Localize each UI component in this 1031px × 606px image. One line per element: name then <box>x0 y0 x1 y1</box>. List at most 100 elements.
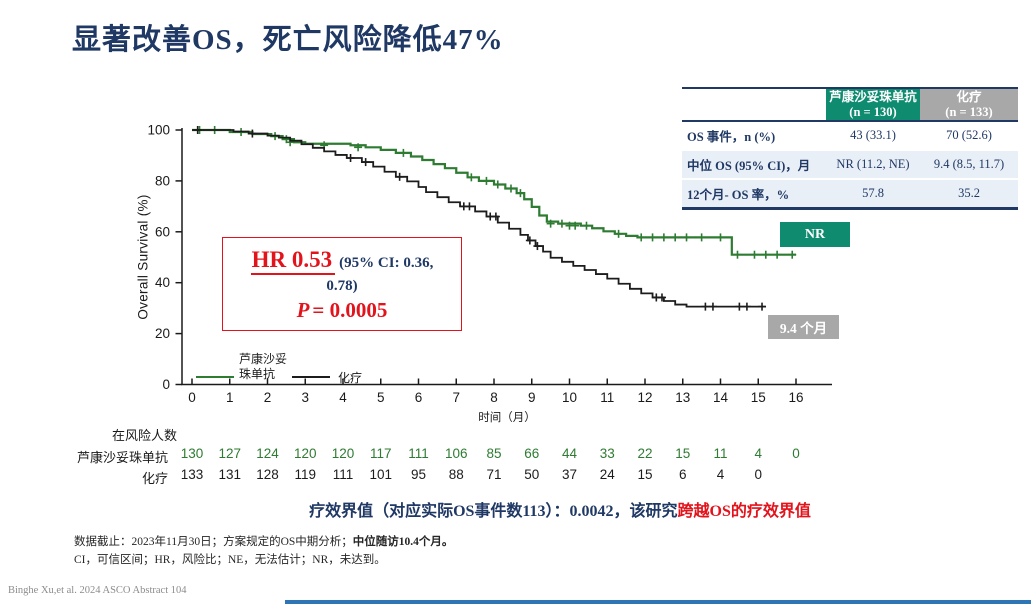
header-sg-name: 芦康沙妥珠单抗 <box>829 90 917 105</box>
x-tick-label: 12 <box>637 390 652 405</box>
at-risk-value: 127 <box>218 446 242 461</box>
citation: Binghe Xu,et al. 2024 ASCO Abstract 104 <box>8 585 187 596</box>
at-risk-value: 130 <box>180 446 204 461</box>
hr-value: HR 0.53 <box>250 247 336 275</box>
y-tick-label: 40 <box>155 275 170 290</box>
header-chemo-n: (n = 133) <box>945 104 993 119</box>
row-label: 中位 OS (95% CI)，月 <box>687 159 811 173</box>
x-tick-label: 4 <box>339 390 347 405</box>
table-row: 中位 OS (95% CI)，月 NR (11.2, NE) 9.4 (8.5,… <box>682 149 1018 178</box>
at-risk-value: 117 <box>369 446 392 461</box>
at-risk-value: 120 <box>331 446 355 461</box>
at-risk-value: 44 <box>561 446 578 461</box>
at-risk-value: 124 <box>256 446 279 461</box>
header-chemo: 化疗 (n = 133) <box>920 89 1018 120</box>
x-tick-label: 7 <box>452 390 460 405</box>
x-tick-label: 3 <box>301 390 309 405</box>
hr-ci-part2: 0.78) <box>326 278 358 294</box>
header-sg-n: (n = 130) <box>849 104 897 119</box>
at-risk-value: 85 <box>486 446 502 461</box>
legend-label-sg-line1: 芦康沙妥 <box>239 352 288 366</box>
at-risk-value: 0 <box>792 446 800 461</box>
legend-label-chemo: 化疗 <box>338 371 363 385</box>
at-risk-value: 4 <box>716 467 725 482</box>
x-tick-label: 9 <box>528 390 536 405</box>
legend-line-sg <box>196 376 234 378</box>
at-risk-value: 71 <box>486 467 502 482</box>
p-symbol: P <box>296 298 310 322</box>
median-chemo-badge: 9.4 个月 <box>768 315 839 339</box>
at-risk-label-chemo: 化疗 <box>141 471 168 486</box>
at-risk-title: 在风险人数 <box>112 428 178 443</box>
x-tick-label: 11 <box>600 390 614 405</box>
at-risk-value: 111 <box>332 467 354 482</box>
row-value-sg: 43 (33.1) <box>850 128 896 142</box>
y-tick-label: 20 <box>155 326 170 341</box>
at-risk-value: 95 <box>410 467 427 482</box>
y-tick-label: 100 <box>147 123 170 138</box>
at-risk-value: 120 <box>293 446 317 461</box>
at-risk-value: 22 <box>637 446 653 461</box>
x-tick-label: 8 <box>490 390 498 405</box>
page-title: 显著改善OS，死亡风险降低47% <box>72 24 504 56</box>
table-row: 12个月- OS 率，% 57.8 35.2 <box>682 178 1018 207</box>
header-spacer <box>682 89 826 120</box>
at-risk-value: 4 <box>754 446 762 461</box>
at-risk-value: 37 <box>561 467 578 482</box>
row-label: OS 事件，n (%) <box>687 130 776 144</box>
x-tick-label: 0 <box>188 390 196 405</box>
x-tick-label: 10 <box>562 390 577 405</box>
x-axis-label: 时间（月） <box>478 411 536 424</box>
x-tick-label: 1 <box>226 390 234 405</box>
boundary-text-navy: 疗效界值（对应实际OS事件数113）：0.0042，该研究 <box>309 503 678 520</box>
at-risk-value: 24 <box>599 467 615 482</box>
legend-line-chemo <box>292 376 330 378</box>
x-tick-label: 6 <box>415 390 423 405</box>
at-risk-value: 15 <box>637 467 653 482</box>
bottom-accent-bar <box>285 600 1031 604</box>
at-risk-value: 101 <box>369 467 393 482</box>
summary-table: 芦康沙妥珠单抗 (n = 130) 化疗 (n = 133) OS 事件，n (… <box>682 87 1018 210</box>
footnote-1-bold: 中位随访10.4个月。 <box>352 536 454 548</box>
row-value-sg: 57.8 <box>862 186 884 200</box>
x-tick-label: 13 <box>675 390 690 405</box>
header-chemo-name: 化疗 <box>956 90 982 105</box>
at-risk-value: 33 <box>599 446 615 461</box>
row-value-chemo: 9.4 (8.5, 11.7) <box>933 157 1005 171</box>
y-tick-label: 0 <box>162 377 170 392</box>
p-value: = 0.0005 <box>312 298 388 322</box>
x-tick-label: 16 <box>788 390 803 405</box>
x-tick-label: 5 <box>377 390 385 405</box>
hr-ci-part1: (95% CI: 0.36, <box>339 255 434 271</box>
table-row: OS 事件，n (%) 43 (33.1) 70 (52.6) <box>682 122 1018 149</box>
hr-annotation-box: HR 0.53 (95% CI: 0.36, 0.78) P = 0.0005 <box>222 237 462 331</box>
summary-table-header: 芦康沙妥珠单抗 (n = 130) 化疗 (n = 133) <box>682 89 1018 122</box>
x-tick-label: 14 <box>713 390 729 405</box>
efficacy-boundary-statement: 疗效界值（对应实际OS事件数113）：0.0042，该研究跨越OS的疗效界值 <box>250 497 870 521</box>
footnote-abbreviations: CI，可信区间；HR，风险比；NE，无法估计；NR，未达到。 <box>74 554 386 566</box>
at-risk-value: 133 <box>180 467 204 482</box>
at-risk-value: 111 <box>408 446 429 461</box>
x-tick-label: 15 <box>751 390 766 405</box>
x-tick-label: 2 <box>264 390 272 405</box>
header-sg: 芦康沙妥珠单抗 (n = 130) <box>826 89 920 120</box>
boundary-text-red: 跨越OS的疗效界值 <box>677 503 811 520</box>
legend-label-sg: 芦康沙妥 珠单抗 <box>239 352 287 382</box>
footnote-1-normal: 数据截止：2023年11月30日；方案规定的OS中期分析； <box>74 536 353 548</box>
at-risk-value: 128 <box>256 467 279 482</box>
legend-label-sg-line2: 珠单抗 <box>239 367 276 381</box>
at-risk-value: 15 <box>675 446 691 461</box>
at-risk-value: 66 <box>524 446 540 461</box>
at-risk-value: 88 <box>448 467 464 482</box>
at-risk-value: 50 <box>524 467 540 482</box>
row-value-chemo: 35.2 <box>958 186 980 200</box>
at-risk-value: 6 <box>678 467 687 482</box>
row-value-sg: NR (11.2, NE) <box>836 157 910 171</box>
y-tick-label: 80 <box>155 173 170 188</box>
y-tick-label: 60 <box>155 224 170 239</box>
y-axis-label: Overall Survival (%) <box>135 194 151 320</box>
at-risk-label-sg: 芦康沙妥珠单抗 <box>76 450 168 465</box>
footnote-data-cutoff: 数据截止：2023年11月30日；方案规定的OS中期分析；中位随访10.4个月。 <box>74 533 453 549</box>
at-risk-value: 106 <box>444 446 468 461</box>
median-nr-badge: NR <box>780 222 850 247</box>
